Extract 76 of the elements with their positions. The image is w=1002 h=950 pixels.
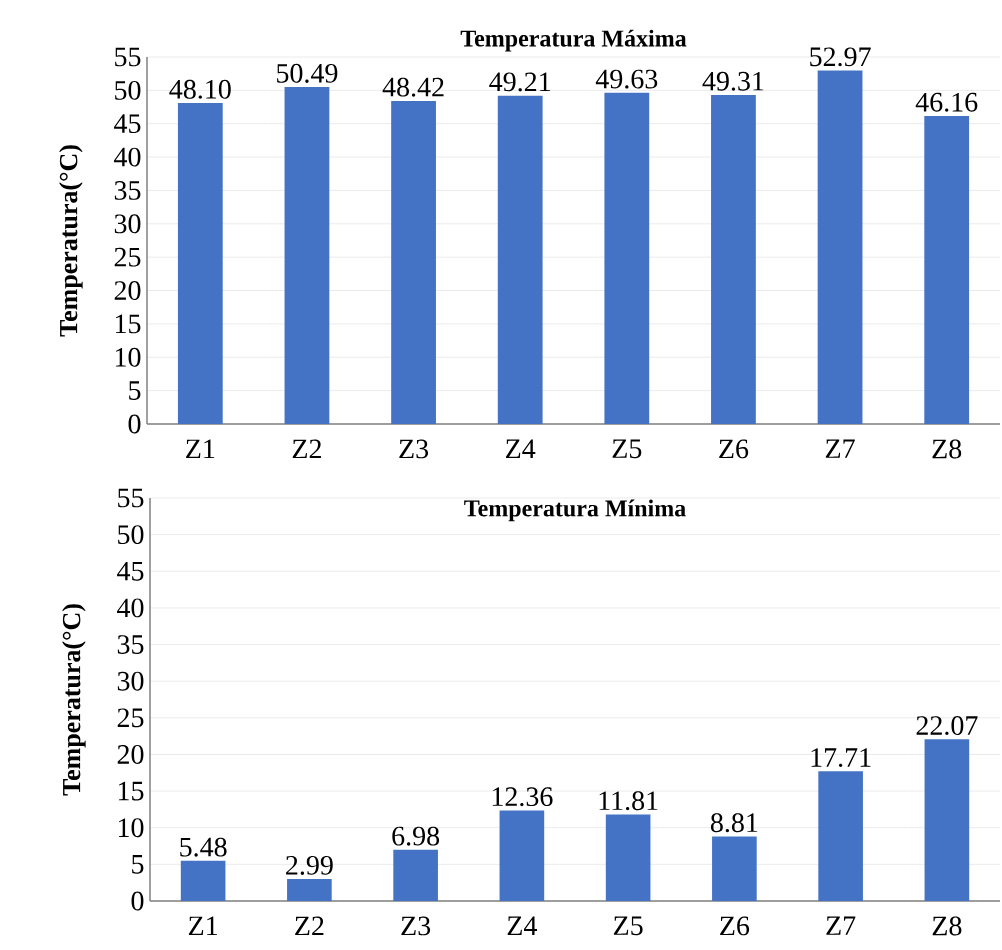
y-tick-label: 20 <box>114 281 141 300</box>
x-tick-label: Z2 <box>295 916 324 936</box>
y-tick-label: 50 <box>115 80 141 100</box>
x-tick-label: Z3 <box>399 439 429 459</box>
x-tick-label: Z8 <box>932 439 962 459</box>
data-label: 50.49 <box>277 63 338 83</box>
x-tick-label: Z7 <box>825 439 855 458</box>
y-tick-label: 15 <box>118 781 144 801</box>
data-label: 22.07 <box>916 716 978 736</box>
x-tick-label: Z5 <box>612 439 642 459</box>
y-axis-title: Temperatura(°C) <box>62 604 86 796</box>
y-tick-label: 45 <box>114 114 141 134</box>
y-tick-label: 10 <box>118 818 144 838</box>
y-tick-label: 25 <box>117 708 144 728</box>
bar <box>604 92 650 424</box>
chart-title: Temperatura Mínima <box>464 499 686 522</box>
y-tick-label: 40 <box>117 598 144 618</box>
x-tick-label: Z4 <box>507 916 537 935</box>
bar <box>605 814 651 901</box>
bar <box>924 115 970 424</box>
bar <box>817 70 863 424</box>
bar <box>499 810 545 901</box>
data-label: 17.71 <box>811 748 871 768</box>
y-tick-label: 45 <box>117 561 144 581</box>
x-tick-label: Z3 <box>401 916 431 936</box>
data-label: 48.42 <box>382 77 444 97</box>
y-tick-label: 55 <box>115 47 141 67</box>
y-tick-label: 10 <box>115 347 141 367</box>
data-label: 49.21 <box>489 72 550 92</box>
y-tick-label: 5 <box>129 381 141 400</box>
y-tick-label: 35 <box>114 181 141 200</box>
data-label: 2.99 <box>286 855 333 875</box>
x-tick-label: Z6 <box>720 916 750 936</box>
data-label: 52.97 <box>810 47 871 67</box>
x-tick-label: Z8 <box>932 916 962 936</box>
bar <box>287 879 332 901</box>
bar <box>177 103 223 424</box>
data-label: 12.36 <box>492 787 553 807</box>
x-tick-label: Z2 <box>292 439 321 459</box>
y-tick-label: 55 <box>118 488 144 508</box>
bar <box>284 87 330 424</box>
bar <box>818 771 863 901</box>
data-label: 49.63 <box>595 69 658 89</box>
y-axis-title: Temperatura(°C) <box>59 145 83 337</box>
chart-title: Temperatura Máxima <box>460 29 687 52</box>
data-label: 46.16 <box>915 92 978 112</box>
y-tick-label: 30 <box>117 671 144 691</box>
y-tick-label: 0 <box>131 891 144 911</box>
bar <box>393 849 438 901</box>
y-tick-label: 0 <box>128 414 141 434</box>
y-tick-label: 5 <box>132 855 144 874</box>
y-tick-label: 15 <box>115 314 141 334</box>
data-label: 11.81 <box>599 791 658 811</box>
x-tick-label: Z6 <box>719 439 749 459</box>
x-tick-label: Z5 <box>613 916 643 936</box>
y-tick-label: 35 <box>117 635 144 654</box>
y-tick-label: 30 <box>114 214 141 234</box>
y-tick-label: 20 <box>117 745 144 764</box>
y-tick-label: 40 <box>114 147 141 167</box>
data-label: 49.31 <box>702 71 764 91</box>
bar <box>497 95 543 424</box>
data-label: 8.81 <box>710 813 758 833</box>
bar <box>712 836 757 901</box>
data-label: 6.98 <box>392 826 440 846</box>
x-tick-label: Z4 <box>505 439 536 458</box>
x-tick-label: Z1 <box>186 439 215 458</box>
y-tick-label: 25 <box>114 247 141 267</box>
x-tick-label: Z1 <box>188 916 217 936</box>
bar <box>391 100 436 424</box>
x-tick-label: Z7 <box>826 916 856 935</box>
bar <box>711 94 756 424</box>
y-tick-label: 50 <box>118 525 144 545</box>
data-label: 48.10 <box>169 79 231 99</box>
bar <box>924 739 970 901</box>
data-label: 5.48 <box>180 837 227 857</box>
bar <box>180 860 226 901</box>
